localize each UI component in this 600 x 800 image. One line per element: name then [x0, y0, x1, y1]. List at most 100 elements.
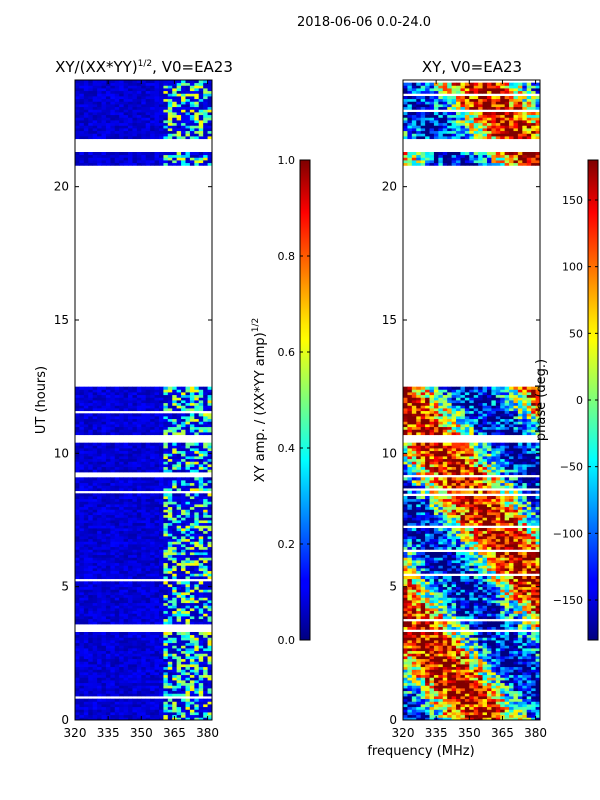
heatmap-cell: [154, 549, 160, 553]
heatmap-cell: [79, 672, 85, 676]
heatmap-cell: [114, 520, 120, 524]
heatmap-cell: [167, 552, 173, 556]
heatmap-cell: [83, 650, 89, 654]
heatmap-cell: [88, 701, 94, 705]
heatmap-cell: [172, 408, 178, 412]
heatmap-cell: [150, 122, 155, 126]
heatmap-cell: [132, 456, 138, 460]
heatmap-cell: [75, 536, 80, 540]
heatmap-cell: [114, 533, 120, 537]
heatmap-cell: [198, 712, 204, 716]
heatmap-cell: [123, 458, 129, 462]
heatmap-cell: [154, 82, 160, 86]
heatmap-cell: [119, 581, 125, 585]
heatmap-cell: [181, 506, 186, 510]
amplitude-panel-title: XY/(XX*YY)1/2, V0=EA23: [55, 58, 233, 76]
heatmap-cell: [185, 426, 191, 430]
heatmap-cell: [473, 709, 479, 713]
heatmap-cell: [132, 637, 138, 641]
heatmap-cell: [132, 482, 138, 486]
heatmap-cell: [132, 432, 138, 436]
heatmap-cell: [158, 98, 164, 102]
heatmap-cell: [92, 640, 98, 644]
heatmap-cell: [136, 496, 142, 500]
heatmap-cell: [464, 693, 470, 697]
heatmap-cell: [132, 717, 138, 720]
heatmap-cell: [105, 392, 111, 396]
heatmap-cell: [110, 85, 116, 89]
heatmap-cell: [119, 688, 125, 692]
heatmap-cell: [83, 424, 89, 428]
heatmap-cell: [176, 130, 182, 134]
heatmap-cell: [88, 456, 94, 460]
heatmap-cell: [194, 402, 200, 406]
heatmap-cell: [101, 704, 107, 708]
heatmap-cell: [491, 696, 497, 700]
heatmap-cell: [88, 485, 94, 489]
heatmap-cell: [504, 669, 510, 673]
heatmap-cell: [79, 133, 85, 137]
heatmap-cell: [194, 538, 200, 542]
heatmap-cell: [189, 592, 195, 596]
heatmap-cell: [167, 677, 173, 681]
heatmap-cell: [403, 704, 408, 708]
heatmap-cell: [114, 506, 120, 510]
heatmap-cell: [110, 581, 116, 585]
heatmap-cell: [75, 408, 80, 412]
heatmap-cell: [429, 677, 435, 681]
heatmap-cell: [141, 418, 147, 422]
heatmap-cell: [136, 712, 142, 716]
heatmap-cell: [203, 568, 208, 572]
heatmap-cell: [181, 504, 186, 508]
heatmap-cell: [119, 114, 125, 118]
heatmap-cell: [97, 112, 102, 116]
heatmap-cell: [154, 461, 160, 465]
heatmap-cell: [114, 600, 120, 604]
heatmap-cell: [101, 162, 107, 166]
heatmap-cell: [198, 394, 204, 398]
heatmap-cell: [92, 122, 98, 126]
heatmap-cell: [172, 533, 178, 537]
heatmap-cell: [97, 80, 102, 84]
heatmap-cell: [189, 96, 195, 100]
heatmap-cell: [163, 456, 169, 460]
heatmap-cell: [207, 637, 212, 641]
heatmap-cell: [464, 706, 470, 710]
heatmap-cell: [128, 485, 133, 489]
heatmap-cell: [176, 154, 182, 158]
heatmap-cell: [531, 672, 536, 676]
heatmap-cell: [128, 632, 133, 636]
heatmap-cell: [150, 386, 155, 390]
heatmap-cell: [92, 568, 98, 572]
amplitude-panel-ylabel: UT (hours): [34, 366, 49, 434]
heatmap-cell: [97, 512, 102, 516]
heatmap-cell: [97, 445, 102, 449]
heatmap-cell: [154, 570, 160, 574]
heatmap-cell: [194, 456, 200, 460]
heatmap-cell: [189, 445, 195, 449]
heatmap-cell: [123, 530, 129, 534]
heatmap-cell: [416, 706, 422, 710]
heatmap-cell: [128, 621, 133, 625]
heatmap-cell: [185, 706, 191, 710]
heatmap-cell: [145, 592, 151, 596]
heatmap-cell: [119, 442, 125, 446]
heatmap-cell: [517, 669, 523, 673]
heatmap-cell: [83, 576, 89, 580]
heatmap-cell: [101, 533, 107, 537]
heatmap-cell: [176, 520, 182, 524]
heatmap-cell: [75, 653, 80, 657]
heatmap-cell: [83, 450, 89, 454]
heatmap-cell: [207, 514, 212, 518]
heatmap-cell: [79, 485, 85, 489]
heatmap-cell: [181, 685, 186, 689]
heatmap-cell: [97, 136, 102, 140]
heatmap-cell: [167, 109, 173, 113]
heatmap-cell: [92, 541, 98, 545]
heatmap-cell: [75, 586, 80, 590]
heatmap-cell: [158, 93, 164, 97]
heatmap-cell: [154, 552, 160, 556]
heatmap-cell: [473, 706, 479, 710]
heatmap-cell: [136, 152, 142, 156]
heatmap-cell: [110, 634, 116, 638]
